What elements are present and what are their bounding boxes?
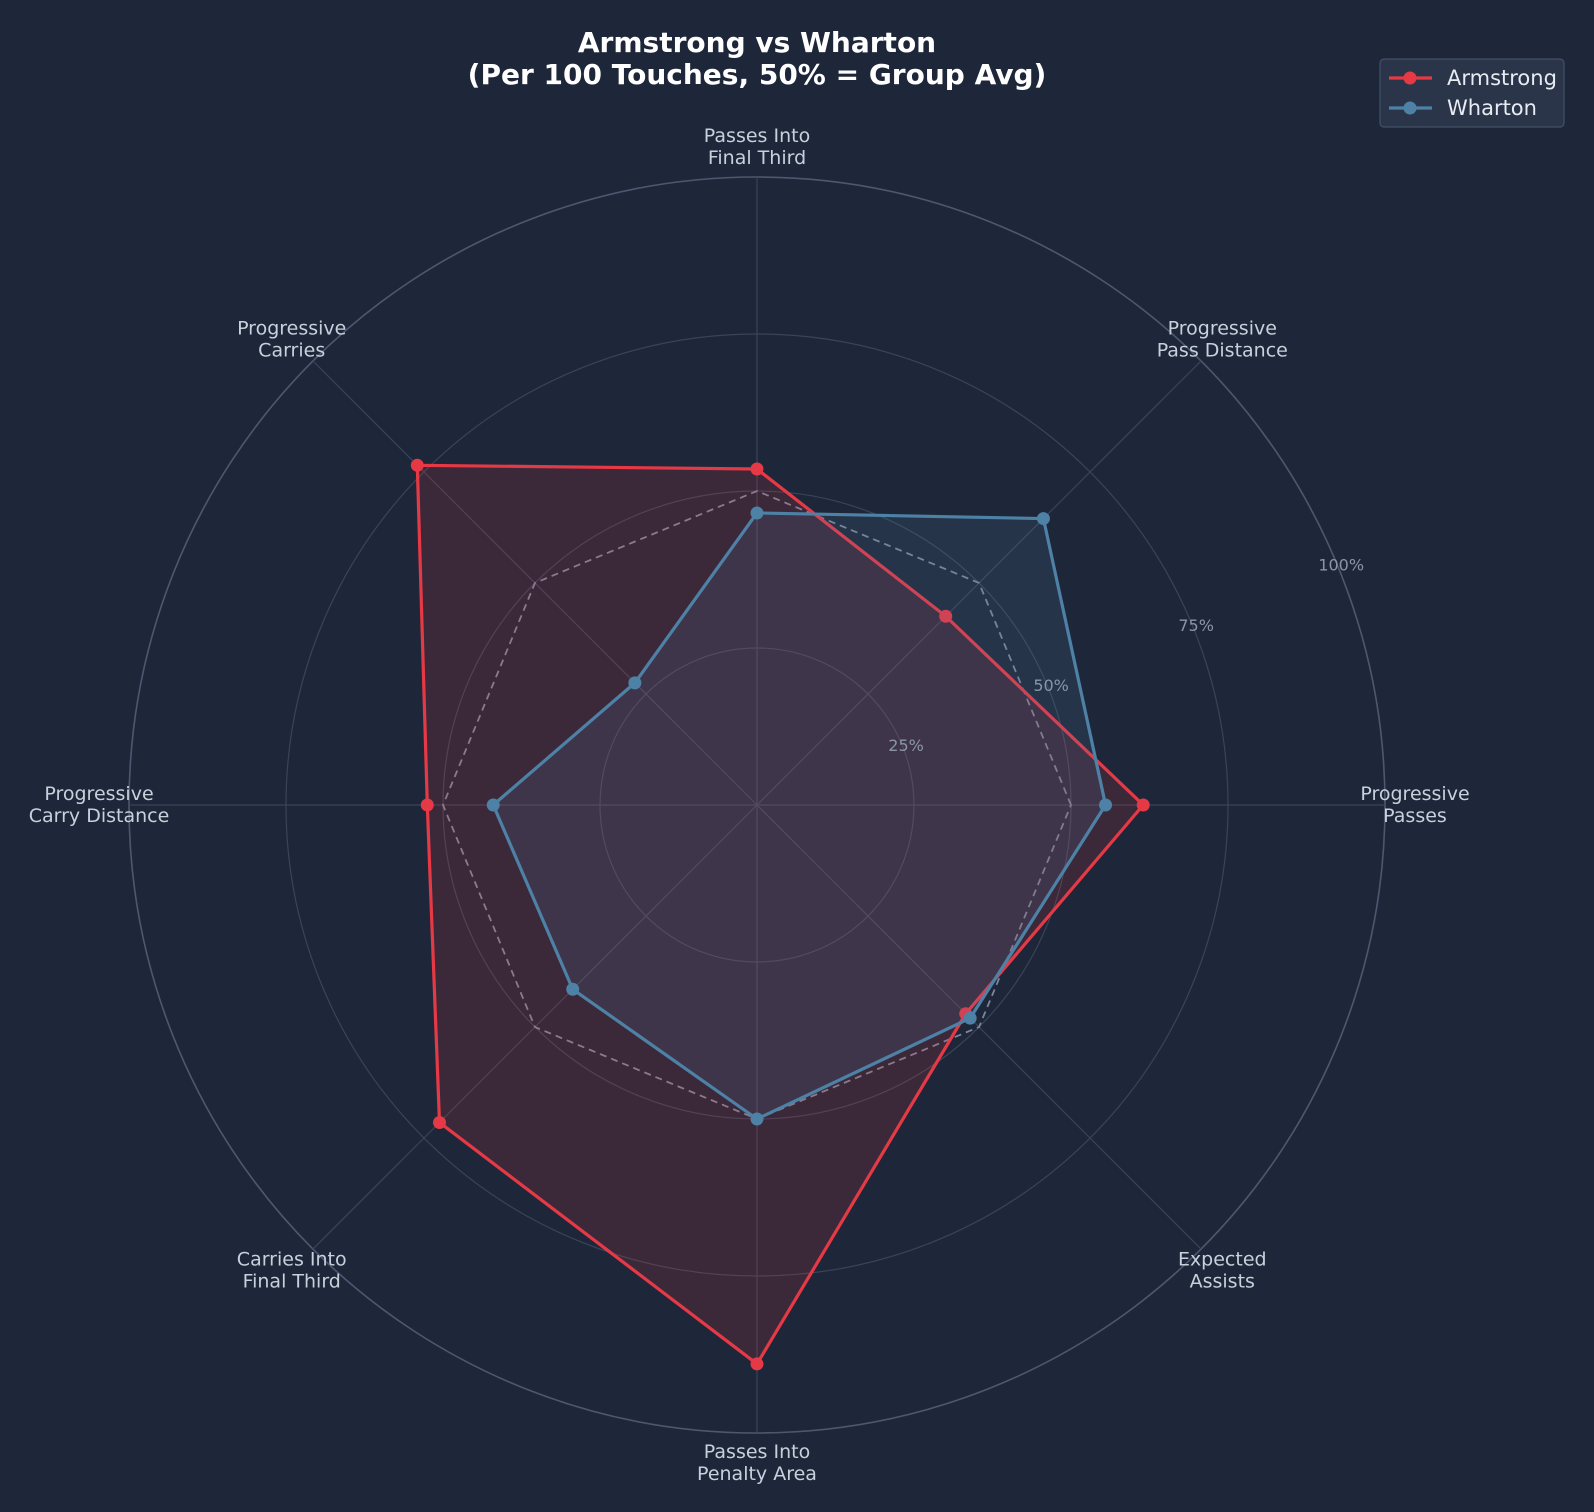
axis-label: Carries Into Final Third bbox=[237, 1248, 347, 1292]
radial-tick-labels: 25% 50% 75% 100% bbox=[888, 556, 1364, 755]
chart-title-line-1: Armstrong vs Wharton bbox=[578, 26, 936, 59]
data-point-wharton bbox=[486, 798, 500, 812]
axis-label: Passes Into Penalty Area bbox=[697, 1441, 817, 1485]
axis-label: Expected Assists bbox=[1178, 1248, 1267, 1292]
data-point-armstrong bbox=[750, 462, 764, 476]
series-area-armstrong bbox=[417, 465, 1144, 1364]
tick-label-100: 100% bbox=[1318, 556, 1364, 575]
legend-label-armstrong: Armstrong bbox=[1447, 66, 1557, 90]
series-layer bbox=[410, 458, 1150, 1371]
axis-label: Progressive Carry Distance bbox=[29, 783, 170, 827]
legend-box bbox=[1379, 58, 1565, 128]
data-point-armstrong bbox=[420, 798, 434, 812]
series-wharton bbox=[486, 506, 1113, 1126]
data-point-wharton bbox=[1036, 512, 1050, 526]
series-area-wharton bbox=[493, 512, 1106, 1119]
tick-label-50: 50% bbox=[1033, 676, 1069, 695]
axis-labels: Progressive Passes Progressive Pass Distanc… bbox=[29, 125, 1470, 1485]
data-point-armstrong bbox=[939, 609, 953, 623]
axis-label: Progressive Passes bbox=[1360, 783, 1469, 827]
legend: Armstrong Wharton bbox=[1379, 58, 1565, 128]
tick-label-75: 75% bbox=[1178, 616, 1214, 635]
data-point-wharton bbox=[628, 676, 642, 690]
group-average-reference bbox=[442, 490, 1072, 1120]
axis-label: Progressive Carries bbox=[237, 318, 346, 362]
data-point-wharton bbox=[963, 1011, 977, 1025]
data-point-armstrong bbox=[410, 458, 424, 472]
data-point-armstrong bbox=[432, 1116, 446, 1130]
series-armstrong bbox=[410, 458, 1150, 1371]
legend-marker-armstrong bbox=[1403, 71, 1417, 85]
data-point-wharton bbox=[566, 982, 580, 996]
chart-title-line-2: (Per 100 Touches, 50% = Group Avg) bbox=[468, 58, 1047, 91]
legend-marker-wharton bbox=[1403, 101, 1417, 115]
data-point-wharton bbox=[750, 506, 764, 520]
axis-label: Progressive Pass Distance bbox=[1157, 318, 1288, 362]
axis-label: Passes Into Final Third bbox=[704, 125, 810, 169]
data-point-armstrong bbox=[1136, 798, 1150, 812]
tick-label-25: 25% bbox=[888, 736, 924, 755]
data-point-wharton bbox=[750, 1112, 764, 1126]
legend-label-wharton: Wharton bbox=[1447, 96, 1537, 120]
data-point-armstrong bbox=[750, 1357, 764, 1371]
group-average-polygon bbox=[442, 490, 1072, 1120]
data-point-wharton bbox=[1099, 798, 1113, 812]
